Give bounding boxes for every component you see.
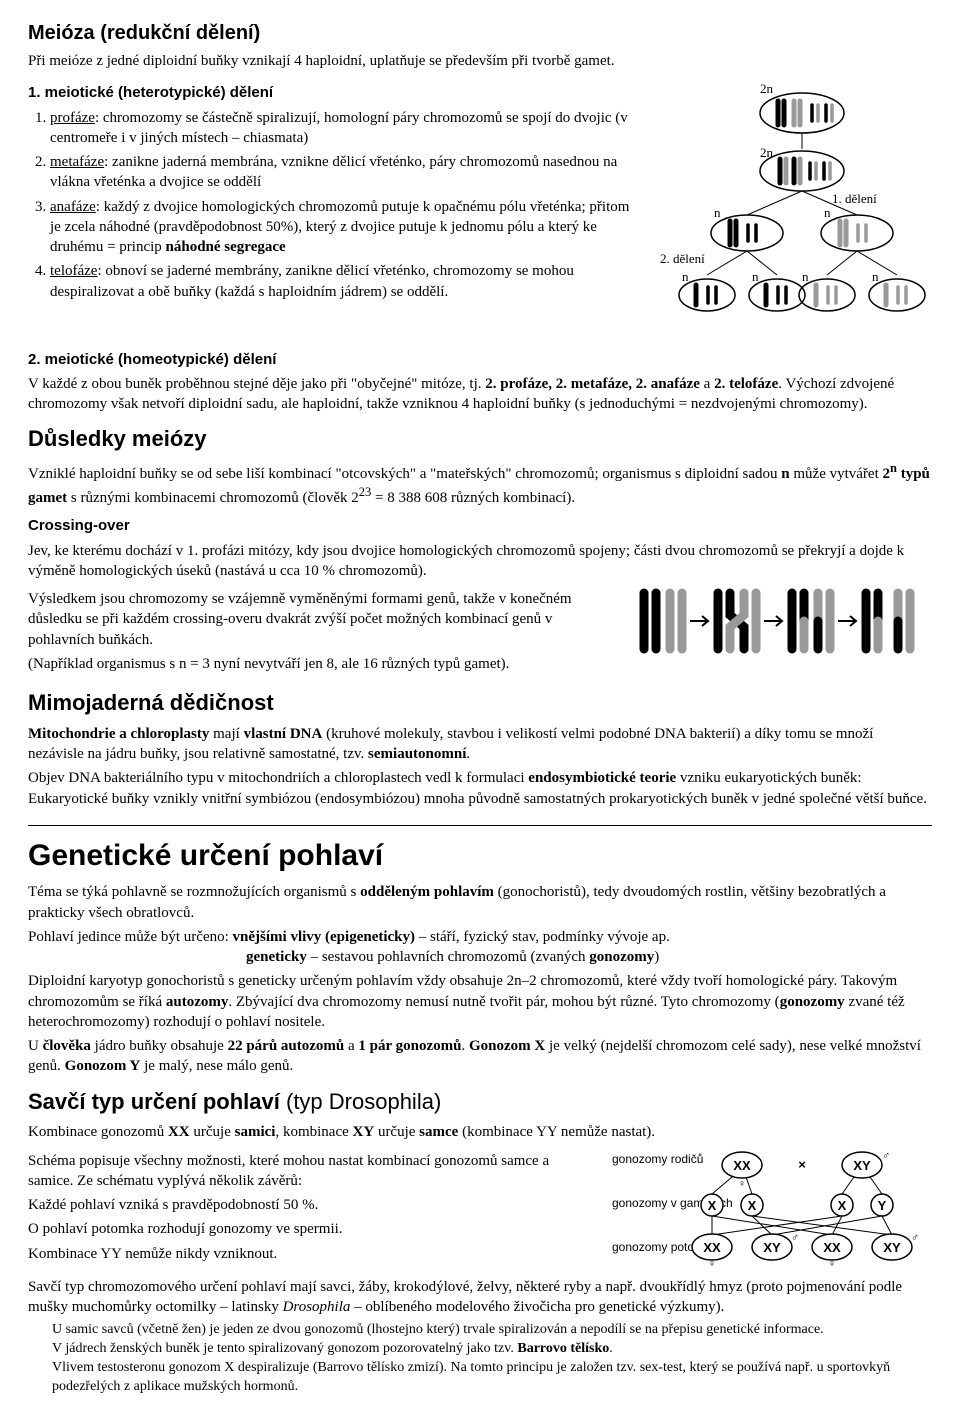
svg-text:♂: ♂ [911,1232,919,1244]
savci-p5: Kombinace YY nemůže nikdy vzniknout. [28,1244,598,1264]
heading-meioza: Meióza (redukční dělení) [28,20,932,47]
svg-text:n: n [714,205,721,220]
svg-text:1. dělení: 1. dělení [832,191,877,206]
savci-p6: Savčí typ chromozomového určení pohlaví … [28,1277,932,1318]
svg-text:♀: ♀ [708,1258,716,1267]
savci-notes: U samic savců (včetně žen) je jeden ze d… [52,1321,932,1397]
svg-text:XX: XX [703,1240,721,1255]
svg-text:♂: ♂ [791,1232,799,1244]
svg-text:Y: Y [878,1198,887,1213]
svg-text:XY: XY [763,1240,781,1255]
divider [28,825,932,826]
dusledky-p1: Vzniklé haploidní buňky se od sebe liší … [28,460,932,509]
cross-p3: (Například organismus s n = 3 nyní nevyt… [28,654,622,674]
sex-determination-diagram: .oc { fill:#fff; stroke:#000; stroke-wid… [612,1147,932,1267]
meioza-phase-list: profáze: chromozomy se částečně spiraliz… [28,108,642,302]
crossing-over-diagram: .cb { stroke:#000; stroke-width:9; strok… [632,585,932,657]
heading-dusledky: Důsledky meiózy [28,424,932,454]
meioza-intro: Při meióze z jedné diploidní buňky vznik… [28,51,932,71]
svg-text:n: n [872,269,879,284]
cross-p1: Jev, ke kterému dochází v 1. profázi mit… [28,541,932,582]
meioza-diagram: .el { fill:none; stroke:#000; stroke-wid… [652,75,932,335]
savci-p4: O pohlaví potomka rozhodují gonozomy ve … [28,1219,598,1239]
savci-note3: Vlivem testosteronu gonozom X despiraliz… [52,1359,932,1397]
meioza-sub2: 2. meiotické (homeotypické) dělení [28,350,932,370]
svg-text:gonozomy rodičů: gonozomy rodičů [612,1152,703,1166]
svg-text:XY: XY [853,1158,871,1173]
svg-text:XX: XX [733,1158,751,1173]
savci-note1: U samic savců (včetně žen) je jeden ze d… [52,1321,932,1340]
svg-text:♀: ♀ [828,1258,836,1267]
phase-telofaze: telofáze: obnoví se jaderné membrány, za… [50,261,642,302]
savci-p3: Každé pohlaví vzniká s pravděpodobností … [28,1195,598,1215]
svg-text:n: n [802,269,809,284]
mimo-p1: Mitochondrie a chloroplasty mají vlastní… [28,724,932,765]
cross-p2: Výsledkem jsou chromozomy se vzájemně vy… [28,589,622,650]
svg-text:n: n [824,205,831,220]
svg-text:×: × [798,1157,806,1172]
gen-p5: U člověka jádro buňky obsahuje 22 párů a… [28,1036,932,1077]
svg-text:X: X [748,1198,757,1213]
sub-crossing: Crossing-over [28,516,932,536]
meioza-para2: V každé z obou buněk proběhnou stejné dě… [28,374,932,415]
svg-text:♂: ♂ [882,1150,890,1162]
svg-text:2. dělení: 2. dělení [660,251,705,266]
svg-text:X: X [838,1198,847,1213]
heading-geneticke: Genetické určení pohlaví [28,836,932,877]
svg-text:2n: 2n [760,81,774,96]
meioza-sub1: 1. meiotické (heterotypické) dělení [28,83,642,103]
svg-text:♀: ♀ [738,1178,746,1190]
svg-text:n: n [752,269,759,284]
savci-p1: Kombinace gonozomů XX určuje samici, kom… [28,1122,932,1142]
heading-savci: Savčí typ určení pohlaví (typ Drosophila… [28,1087,932,1117]
phase-profaze: profáze: chromozomy se částečně spiraliz… [50,108,642,149]
gen-p4: Diploidní karyotyp gonochoristů s geneti… [28,971,932,1032]
heading-mimo: Mimojaderná dědičnost [28,688,932,718]
savci-p2: Schéma popisuje všechny možnosti, které … [28,1151,598,1192]
svg-text:XX: XX [823,1240,841,1255]
savci-note2: V jádrech ženských buněk je tento spiral… [52,1340,932,1359]
phase-anafaze: anafáze: každý z dvojice homologických c… [50,197,642,258]
svg-text:X: X [708,1198,717,1213]
svg-text:n: n [682,269,689,284]
svg-text:XY: XY [883,1240,901,1255]
gen-p2: Pohlaví jedince může být určeno: vnějším… [28,927,932,968]
gen-p1: Téma se týká pohlavně se rozmnožujících … [28,882,932,923]
phase-metafaze: metafáze: zanikne jaderná membrána, vzni… [50,152,642,193]
mimo-p2: Objev DNA bakteriálního typu v mitochond… [28,768,932,809]
